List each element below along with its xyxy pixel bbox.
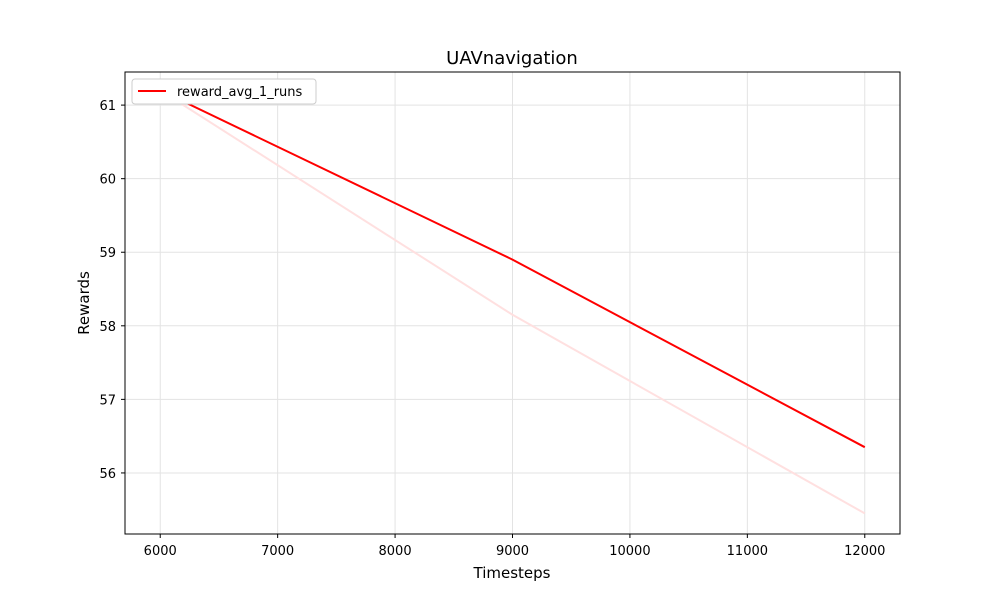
y-tick-label: 59: [99, 246, 116, 261]
x-tick-label: 6000: [144, 544, 177, 559]
x-tick-label: 11000: [727, 544, 768, 559]
x-tick-label: 10000: [609, 544, 650, 559]
legend-box: [131, 78, 317, 105]
series-line-reward-avg: [159, 89, 866, 449]
legend-label-reward-avg: reward_avg_1_runs: [177, 85, 303, 100]
x-tick-label: 12000: [844, 544, 885, 559]
y-tick-label: 58: [99, 320, 116, 335]
x-tick-label: 8000: [379, 544, 412, 559]
y-tick-label: 61: [99, 99, 116, 114]
y-axis-label: Rewards: [75, 271, 93, 335]
y-axis-ticks: 56 57 58 59 60 61: [99, 99, 125, 482]
x-tick-label: 7000: [261, 544, 294, 559]
y-tick-label: 57: [99, 393, 116, 408]
series-lines: [159, 89, 866, 515]
x-axis-ticks: 6000 7000 8000 9000 10000 11000 12000: [144, 534, 885, 559]
x-tick-label: 9000: [496, 544, 529, 559]
chart-title: UAVnavigation: [446, 48, 578, 69]
x-axis-label: Timesteps: [473, 564, 551, 582]
legend: reward_avg_1_runs: [131, 78, 317, 105]
y-tick-label: 60: [99, 173, 116, 188]
y-tick-label: 56: [99, 467, 116, 482]
grid: [125, 72, 900, 534]
series-line-raw-reward: [159, 89, 866, 515]
